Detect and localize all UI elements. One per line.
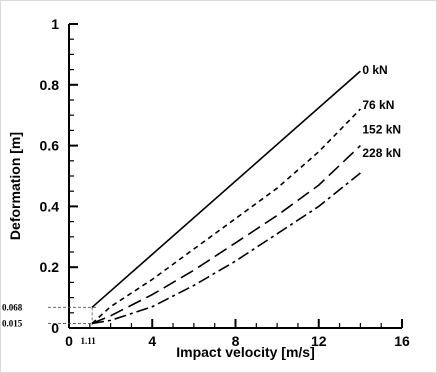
series-label: 152 kN <box>362 123 401 137</box>
y-tick-label: 0.4 <box>40 198 60 214</box>
y-tick-label: 0.8 <box>40 77 60 93</box>
series-line-152-kN <box>91 145 361 325</box>
x-axis-label: Impact velocity [m/s] <box>176 344 315 360</box>
x-tick-label: 12 <box>311 333 327 349</box>
series-line-228-kN <box>91 172 361 325</box>
labels-group: 0 kN 76 kN 152 kN 228 kN <box>362 63 401 160</box>
x-tick-label: 4 <box>148 333 156 349</box>
annotation-0.015: 0.015 <box>2 318 23 328</box>
axes: 0 0.2 0.4 0.6 0.8 1 0 4 8 12 16 <box>40 16 410 349</box>
y-tick-label: 0.2 <box>40 259 60 275</box>
series-line-0-kN <box>91 70 361 308</box>
y-tick-label: 0.6 <box>40 138 60 154</box>
series-line-76-kN <box>91 108 361 324</box>
x-tick-label: 0 <box>65 333 73 349</box>
x-tick-label: 16 <box>394 333 410 349</box>
series-group <box>91 70 361 325</box>
guide-lines: 0.068 0.015 1.11 <box>2 302 96 346</box>
series-label: 0 kN <box>362 63 387 77</box>
annotation-0.068: 0.068 <box>2 302 23 312</box>
y-tick-label: 0 <box>51 320 59 336</box>
y-axis-label: Deformation [m] <box>7 132 23 240</box>
x-tick-label: 8 <box>232 333 240 349</box>
y-tick-label: 1 <box>51 16 59 32</box>
series-label: 76 kN <box>362 98 394 112</box>
series-label: 228 kN <box>362 146 401 160</box>
annotation-1.11: 1.11 <box>80 336 96 346</box>
